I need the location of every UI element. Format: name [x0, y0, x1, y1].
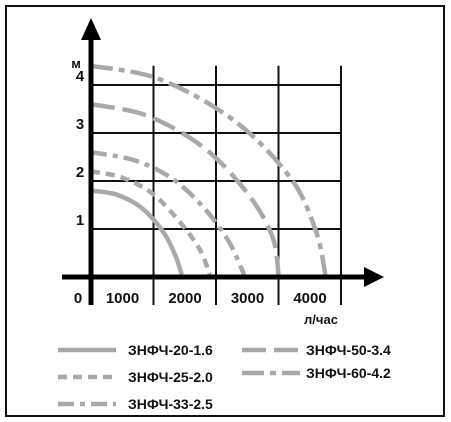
series-group	[90, 63, 328, 276]
y-tick-label: 3	[76, 116, 84, 133]
series-line	[90, 63, 328, 276]
x-tick-label: 2000	[168, 290, 201, 307]
grid	[91, 65, 342, 277]
origin-label: 0	[74, 290, 82, 307]
series-line	[90, 101, 281, 275]
axes	[62, 18, 384, 305]
series-line	[90, 149, 247, 276]
legend-label: ЗНФЧ-33-2.5	[128, 396, 213, 412]
y-tick-label: 1	[76, 212, 84, 229]
series-line	[90, 188, 184, 276]
x-tick-label: 1000	[106, 290, 139, 307]
y-tick-label: 2	[76, 164, 84, 181]
tick-labels: 1000 2000 3000 4000 1 2 3 4 0 м л/час	[71, 56, 338, 327]
x-axis-arrow	[364, 267, 384, 287]
x-tick-label: 4000	[293, 290, 326, 307]
legend-label: ЗНФЧ-20-1.6	[128, 342, 213, 358]
legend-label: ЗНФЧ-25-2.0	[128, 369, 213, 385]
y-tick-label: 4	[76, 68, 85, 85]
x-tick-label: 3000	[231, 290, 264, 307]
y-axis-arrow	[81, 18, 101, 40]
x-axis-label: л/час	[304, 312, 338, 327]
legend-label: ЗНФЧ-50-3.4	[306, 342, 391, 358]
legend-label: ЗНФЧ-60-4.2	[306, 365, 391, 381]
series-line	[90, 169, 212, 276]
legend: ЗНФЧ-20-1.6 ЗНФЧ-25-2.0 ЗНФЧ-33-2.5 ЗНФЧ-50…	[58, 342, 391, 412]
y-axis-label: м	[71, 56, 81, 71]
